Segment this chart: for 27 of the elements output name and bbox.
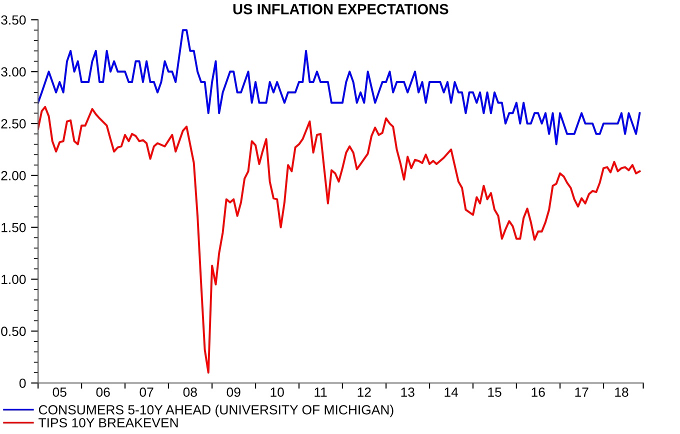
y-tick-label: 1.00 [2,274,26,284]
x-tick-label: 07 [140,388,154,397]
y-tick-label: 3.00 [1,67,26,77]
x-tick-label: 10 [270,388,284,397]
x-tick-label: 08 [183,388,197,397]
x-tick-label: 05 [52,388,66,397]
y-tick-label: 3.50 [1,15,26,25]
legend-label: TIPS 10Y BREAKEVEN [38,418,178,428]
x-tick-label: 13 [401,388,414,397]
y-tick-label: 0 [19,378,26,388]
y-tick-label: 2.50 [1,119,26,128]
x-tick-label: 09 [226,388,240,397]
y-tick-label: 2.00 [1,170,26,180]
y-tick-label: 0.50 [1,326,26,336]
x-tick-label: 16 [532,388,545,397]
x-tick-label: 18 [615,388,628,397]
line-series [38,106,641,374]
x-tick-label: 06 [96,388,110,397]
y-tick-label: 1.50 [2,222,26,232]
x-tick-label: 12 [358,388,371,397]
x-tick-label: 17 [575,388,588,397]
x-tick-label: 11 [314,388,327,397]
x-tick-label: 14 [444,388,458,397]
x-tick-label: 15 [488,388,502,397]
legend-label: CONSUMERS 5-10Y AHEAD (UNIVERSITY OF MICHIGAN) [38,404,394,418]
line-series [38,29,641,146]
chart-title: US INFLATION EXPECTATIONS [233,4,448,14]
